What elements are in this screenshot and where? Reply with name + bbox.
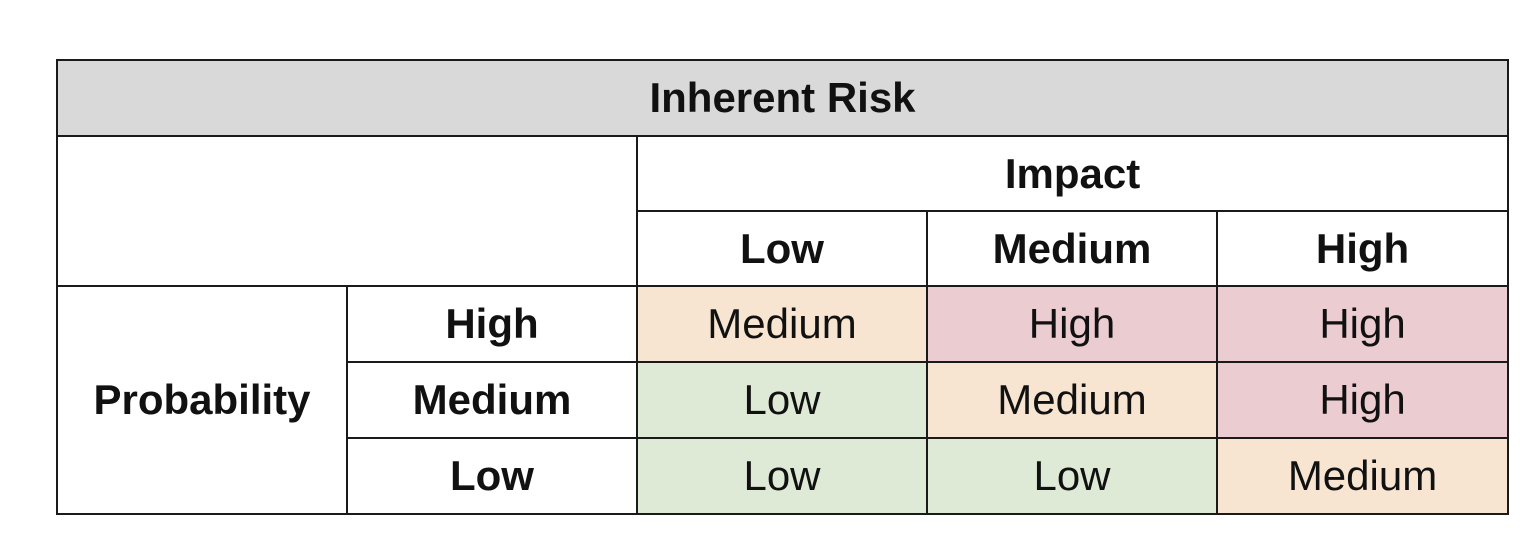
risk-cell-medium-high: High — [1215, 361, 1510, 439]
risk-cell-low-high: Medium — [1215, 437, 1510, 515]
probability-level-high: High — [346, 285, 638, 363]
blank-corner-cell — [56, 135, 638, 287]
risk-cell-low-low: Low — [636, 437, 928, 515]
probability-level-low: Low — [346, 437, 638, 515]
impact-header: Impact — [635, 135, 1510, 212]
risk-cell-medium-low: Low — [636, 361, 928, 439]
risk-matrix-table: Inherent Risk Impact Low Medium High Pro… — [55, 59, 1510, 515]
impact-level-high: High — [1215, 210, 1510, 287]
risk-cell-medium-medium: Medium — [926, 361, 1218, 439]
impact-level-low: Low — [636, 210, 928, 287]
risk-cell-high-medium: High — [926, 285, 1218, 363]
probability-header: Probability — [56, 285, 348, 515]
probability-level-medium: Medium — [346, 361, 638, 439]
risk-cell-high-high: High — [1215, 285, 1510, 363]
risk-cell-high-low: Medium — [636, 285, 928, 363]
table-title: Inherent Risk — [55, 59, 1510, 137]
risk-cell-low-medium: Low — [926, 437, 1218, 515]
impact-level-medium: Medium — [926, 210, 1218, 287]
